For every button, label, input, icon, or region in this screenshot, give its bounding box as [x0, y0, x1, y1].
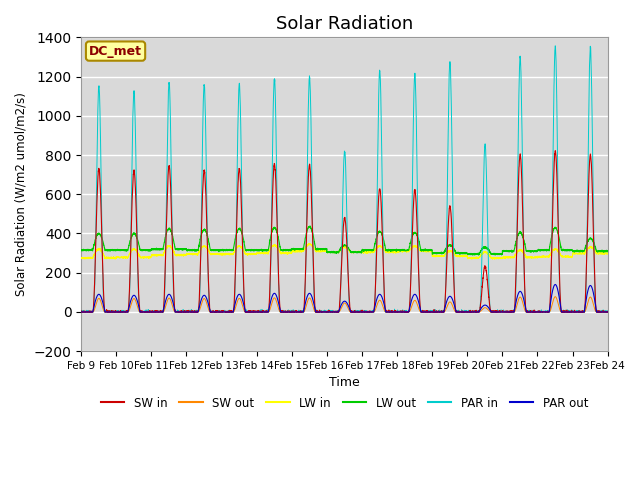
SW out [433, 309, 441, 315]
Title: Solar Radiation: Solar Radiation [276, 15, 413, 33]
LW out [462, 251, 470, 257]
PAR in [77, 309, 85, 315]
LW in [604, 251, 611, 257]
Line: PAR in: PAR in [81, 46, 607, 312]
PAR in [552, 43, 559, 48]
X-axis label: Time: Time [329, 376, 360, 389]
LW in [324, 249, 332, 254]
PAR in [604, 309, 611, 315]
PAR out [462, 309, 470, 315]
PAR out [604, 309, 611, 315]
SW in [604, 309, 611, 314]
LW out [172, 246, 180, 252]
Line: LW in: LW in [81, 244, 607, 259]
PAR in [492, 309, 500, 315]
SW in [552, 148, 559, 154]
Line: SW out: SW out [81, 297, 607, 312]
PAR out [603, 309, 611, 315]
LW in [433, 253, 441, 259]
Legend: SW in, SW out, LW in, LW out, PAR in, PAR out: SW in, SW out, LW in, LW out, PAR in, PA… [96, 392, 593, 414]
SW out [492, 309, 500, 315]
Line: LW out: LW out [81, 226, 607, 255]
PAR in [324, 309, 332, 315]
LW out [492, 252, 499, 258]
PAR out [77, 309, 85, 315]
LW out [324, 249, 332, 255]
PAR out [552, 282, 559, 288]
PAR in [603, 309, 611, 315]
LW out [604, 249, 611, 254]
PAR in [433, 309, 441, 315]
LW out [77, 247, 85, 252]
LW in [172, 252, 180, 258]
SW out [604, 309, 611, 315]
SW out [462, 309, 470, 315]
Line: SW in: SW in [81, 151, 607, 312]
LW out [604, 249, 611, 254]
LW in [77, 255, 85, 261]
PAR out [433, 309, 441, 315]
SW in [324, 309, 332, 314]
SW in [77, 309, 85, 314]
LW out [492, 251, 500, 257]
PAR out [324, 309, 332, 315]
SW out [603, 309, 611, 315]
LW in [305, 241, 312, 247]
SW in [77, 309, 85, 315]
SW out [324, 309, 332, 315]
Y-axis label: Solar Radiation (W/m2 umol/m2/s): Solar Radiation (W/m2 umol/m2/s) [15, 92, 28, 296]
SW out [552, 294, 559, 300]
LW in [462, 253, 470, 259]
PAR out [492, 309, 500, 315]
Text: DC_met: DC_met [89, 45, 142, 58]
SW in [433, 309, 441, 315]
PAR out [172, 309, 180, 315]
SW in [172, 309, 180, 315]
SW in [462, 309, 470, 315]
SW in [492, 309, 500, 314]
SW out [77, 309, 85, 315]
PAR in [462, 308, 470, 313]
LW in [492, 255, 500, 261]
LW out [433, 250, 441, 256]
SW in [604, 309, 611, 315]
SW out [172, 309, 180, 315]
PAR in [172, 308, 180, 314]
LW in [604, 251, 611, 256]
LW out [307, 223, 314, 229]
LW in [468, 256, 476, 262]
Line: PAR out: PAR out [81, 285, 607, 312]
